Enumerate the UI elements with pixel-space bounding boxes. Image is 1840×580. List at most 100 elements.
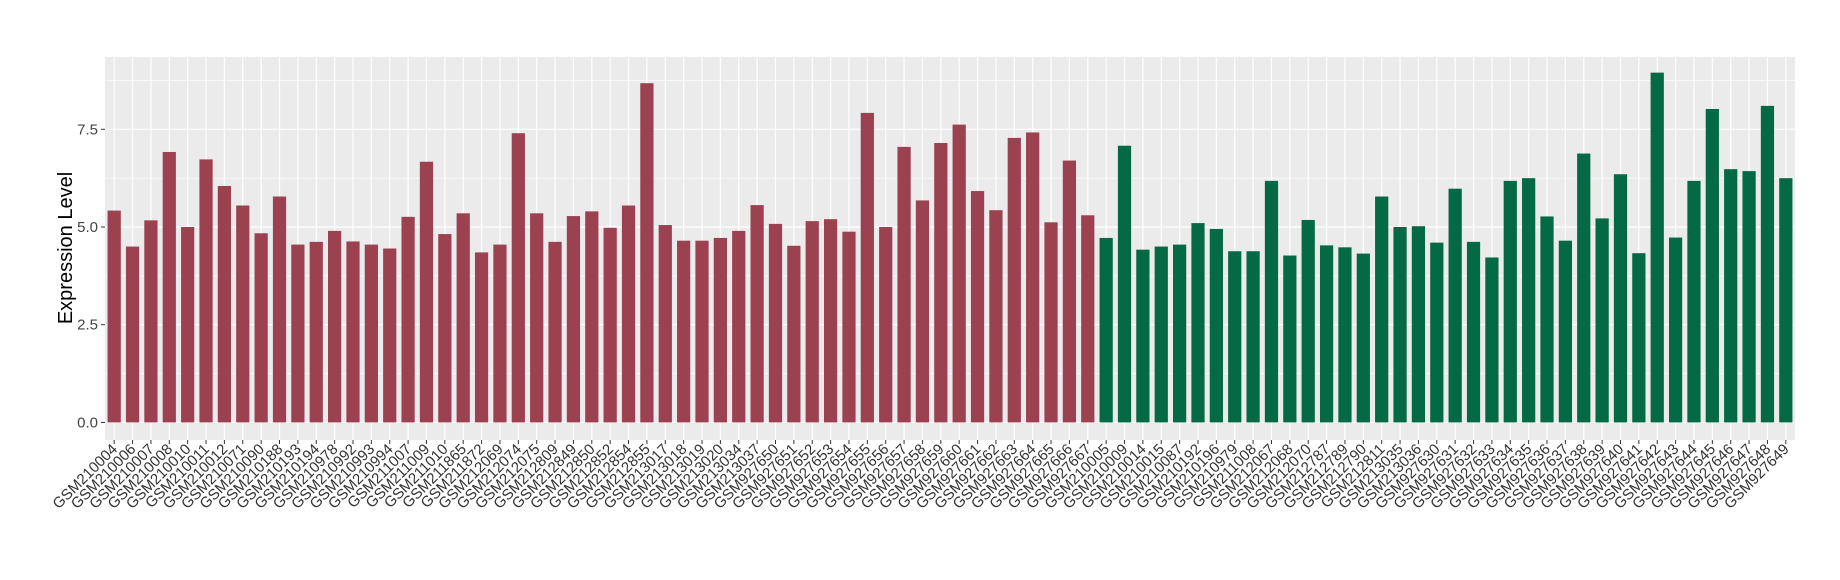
bar <box>1209 228 1223 423</box>
bar <box>1687 180 1701 423</box>
y-tick-label: 0.0 <box>77 414 98 431</box>
bar <box>989 210 1003 423</box>
bar <box>1724 169 1738 423</box>
bar <box>1375 196 1389 423</box>
bar <box>1026 132 1040 423</box>
bar <box>1613 174 1628 423</box>
bar <box>438 234 452 423</box>
bar <box>511 133 525 423</box>
bar <box>456 213 470 423</box>
bar <box>585 211 599 423</box>
bar <box>842 231 856 423</box>
bar <box>1595 218 1609 423</box>
bar <box>1173 244 1187 423</box>
bar <box>291 244 305 423</box>
bar <box>181 227 195 423</box>
bar <box>1742 171 1756 423</box>
bar <box>162 151 176 423</box>
bar <box>1650 72 1664 423</box>
bars <box>107 72 1793 423</box>
bar <box>897 146 911 423</box>
bar <box>1338 247 1352 423</box>
x-axis-ticks: GSM210004GSM210006GSM210007GSM210008GSM2… <box>49 440 1793 512</box>
bar <box>952 124 966 423</box>
bar <box>805 221 819 423</box>
bar <box>879 227 893 423</box>
bar <box>1411 226 1426 423</box>
bar <box>1007 137 1021 423</box>
bar <box>530 213 544 423</box>
bar <box>364 244 378 423</box>
bar <box>1301 219 1315 423</box>
bar <box>383 248 397 423</box>
bar <box>860 112 874 423</box>
bar <box>272 196 287 423</box>
bar <box>970 191 985 423</box>
bar <box>1117 145 1132 423</box>
bar <box>768 223 783 423</box>
bar <box>566 216 581 423</box>
bar <box>254 233 268 423</box>
bar <box>1154 246 1168 423</box>
bar <box>401 216 415 423</box>
y-axis-ticks: 0.0 2.5 5.0 7.5 <box>77 121 105 431</box>
bar <box>1485 257 1499 423</box>
bar <box>640 83 654 423</box>
bar <box>1099 237 1113 423</box>
bar <box>107 210 121 423</box>
bar <box>1062 160 1077 423</box>
bar <box>144 220 158 423</box>
bar <box>1522 178 1536 423</box>
bar <box>1081 215 1095 423</box>
bar <box>1319 245 1334 423</box>
bar <box>713 237 727 423</box>
bar <box>309 241 323 423</box>
bar <box>934 142 948 423</box>
bar <box>346 241 360 423</box>
bar <box>1760 105 1775 423</box>
bar <box>217 185 232 423</box>
bar <box>1540 216 1554 423</box>
y-tick-label: 5.0 <box>77 219 98 236</box>
bar <box>1393 227 1407 423</box>
bar <box>1136 249 1150 423</box>
bar <box>548 241 562 423</box>
bar <box>1228 251 1242 423</box>
bar <box>1705 108 1719 423</box>
bar <box>474 252 489 423</box>
bar <box>603 227 617 423</box>
bar <box>1632 253 1646 423</box>
bar <box>1668 237 1683 423</box>
bar <box>1191 223 1205 423</box>
bar <box>1044 222 1058 423</box>
bar <box>1558 240 1572 423</box>
bar <box>915 200 930 423</box>
bar <box>695 240 709 423</box>
bar <box>1577 153 1591 423</box>
bar <box>1264 180 1279 423</box>
bar <box>823 219 838 423</box>
bar <box>787 245 801 423</box>
bar <box>1779 178 1793 423</box>
bar <box>328 230 342 423</box>
bar <box>1448 188 1462 423</box>
bar <box>419 161 434 423</box>
bar <box>1356 253 1370 423</box>
bar <box>1503 180 1517 423</box>
bar <box>750 205 764 423</box>
bar <box>236 205 250 423</box>
bar <box>658 225 672 423</box>
bar <box>732 230 746 423</box>
bar <box>125 246 140 423</box>
bar <box>199 159 213 423</box>
y-tick-label: 7.5 <box>77 121 98 138</box>
bar <box>621 205 636 423</box>
bar <box>1283 255 1297 423</box>
bar <box>1466 241 1481 423</box>
bar <box>493 244 507 423</box>
bar <box>1246 251 1260 423</box>
bar <box>677 240 691 423</box>
y-axis-title: Expression Level <box>55 172 77 324</box>
bar <box>1430 242 1444 423</box>
